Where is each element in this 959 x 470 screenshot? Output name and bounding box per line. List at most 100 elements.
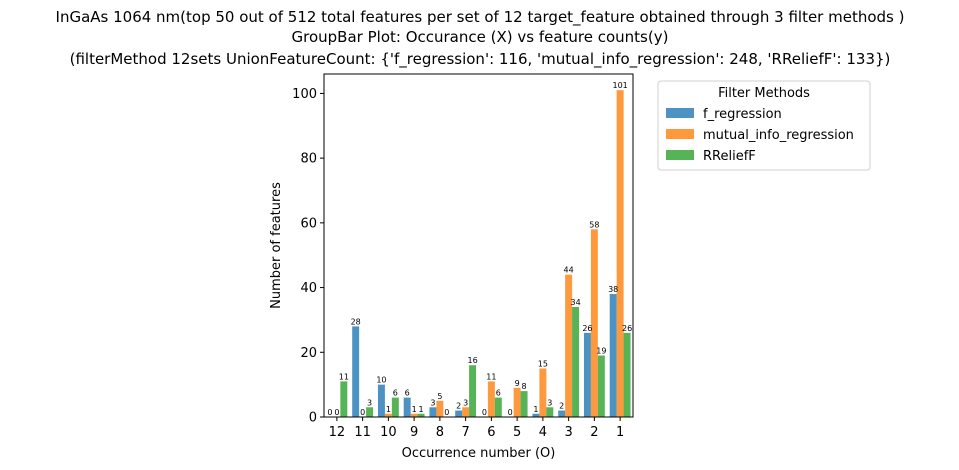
legend-box <box>657 80 871 171</box>
bar <box>513 387 521 417</box>
bar-value-label: 1 <box>533 405 538 414</box>
x-tick-label: 9 <box>410 425 418 440</box>
chart-title: InGaAs 1064 nm(top 50 out of 512 total f… <box>56 8 905 69</box>
bar-value-label: 2 <box>559 402 564 411</box>
bar <box>597 355 605 417</box>
chart-title-line-1: InGaAs 1064 nm(top 50 out of 512 total f… <box>56 8 905 27</box>
bar-value-label: 1 <box>412 405 417 414</box>
bar-value-label: 38 <box>608 285 618 294</box>
bar-value-label: 0 <box>508 408 513 417</box>
bar-value-label: 28 <box>351 317 361 326</box>
bar <box>455 410 463 417</box>
legend-swatch <box>666 150 694 160</box>
bar-value-label: 1 <box>386 405 391 414</box>
bar <box>410 413 418 417</box>
y-axis-label: Number of features <box>269 182 284 309</box>
x-tick-label: 4 <box>539 425 547 440</box>
x-tick-label: 5 <box>513 425 521 440</box>
y-tick-label: 40 <box>300 281 317 296</box>
bar-value-label: 5 <box>437 392 442 401</box>
bar-value-label: 8 <box>522 382 527 391</box>
bar-value-label: 34 <box>570 298 580 307</box>
bar-value-label: 15 <box>538 359 548 368</box>
y-tick-label: 100 <box>292 87 317 102</box>
x-tick-label: 11 <box>354 425 371 440</box>
legend-swatch <box>666 129 694 139</box>
y-axis: 0 20 40 60 80 100 <box>292 87 324 426</box>
bar-value-label: 0 <box>334 408 339 417</box>
bar-value-label: 58 <box>589 220 599 229</box>
bar <box>391 397 399 417</box>
bar-value-label: 2 <box>456 402 461 411</box>
bar <box>623 332 631 417</box>
bar-value-label: 26 <box>622 324 632 333</box>
bar <box>487 381 495 417</box>
bar-value-label: 6 <box>496 389 501 398</box>
bar <box>436 400 444 417</box>
bar <box>565 274 573 417</box>
bar-value-label: 44 <box>564 266 574 275</box>
bar <box>429 407 437 417</box>
bar <box>546 407 554 417</box>
bar <box>583 332 591 417</box>
bar <box>609 294 617 417</box>
legend-title: Filter Methods <box>718 86 810 101</box>
x-tick-label: 1 <box>616 425 624 440</box>
bar-value-label: 16 <box>467 356 477 365</box>
bar-value-label: 26 <box>582 324 592 333</box>
x-tick-label: 3 <box>564 425 572 440</box>
bar-value-label: 0 <box>444 408 449 417</box>
bar-value-label: 3 <box>463 398 468 407</box>
y-tick-label: 80 <box>300 152 317 167</box>
legend-label: RReliefF <box>703 149 756 164</box>
x-tick-label: 7 <box>461 425 469 440</box>
chart-title-line-3: (filterMethod 12sets UnionFeatureCount: … <box>70 50 891 69</box>
bar <box>352 326 360 417</box>
chart-title-line-2: GroupBar Plot: Occurance (X) vs feature … <box>292 28 669 46</box>
bar-value-label: 1 <box>419 405 424 414</box>
bar-value-label: 19 <box>596 347 606 356</box>
bar <box>616 90 624 418</box>
bar <box>558 410 566 417</box>
bar-value-label: 11 <box>339 372 349 381</box>
x-axis: 12 11 10 9 8 7 6 5 4 3 2 1 <box>329 417 624 440</box>
bar <box>572 306 580 417</box>
bar-value-label: 101 <box>612 81 627 90</box>
x-tick-label: 2 <box>590 425 598 440</box>
bar <box>539 368 547 417</box>
bar-value-label: 0 <box>360 408 365 417</box>
bars-layer <box>340 90 631 418</box>
bar <box>532 413 540 417</box>
bar <box>469 365 477 417</box>
bar-value-label: 6 <box>393 389 398 398</box>
legend-swatch <box>666 108 694 118</box>
legend: Filter Methods f_regression mutual_info_r… <box>657 80 871 171</box>
bar <box>417 413 425 417</box>
bar <box>590 229 598 417</box>
bar <box>494 397 502 417</box>
x-axis-label: Occurrence number (O) <box>402 446 556 461</box>
bar <box>340 381 348 417</box>
x-tick-label: 10 <box>380 425 397 440</box>
bar-value-label: 3 <box>367 398 372 407</box>
y-tick-label: 60 <box>300 216 317 231</box>
y-tick-label: 20 <box>300 346 317 361</box>
plot-area-frame <box>323 73 634 418</box>
bar <box>384 413 392 417</box>
bar <box>520 391 528 417</box>
bar <box>403 397 411 417</box>
x-tick-label: 12 <box>329 425 346 440</box>
bar <box>462 407 470 417</box>
bar-value-label: 9 <box>515 379 520 388</box>
legend-label: f_regression <box>703 107 782 122</box>
y-tick-label: 0 <box>309 411 317 426</box>
bar-value-label: 11 <box>486 372 496 381</box>
x-tick-label: 6 <box>487 425 495 440</box>
bar-value-label: 3 <box>547 398 552 407</box>
x-tick-label: 8 <box>436 425 444 440</box>
bar-value-label: 3 <box>430 398 435 407</box>
bar <box>377 384 385 417</box>
bar-value-label: 0 <box>327 408 332 417</box>
